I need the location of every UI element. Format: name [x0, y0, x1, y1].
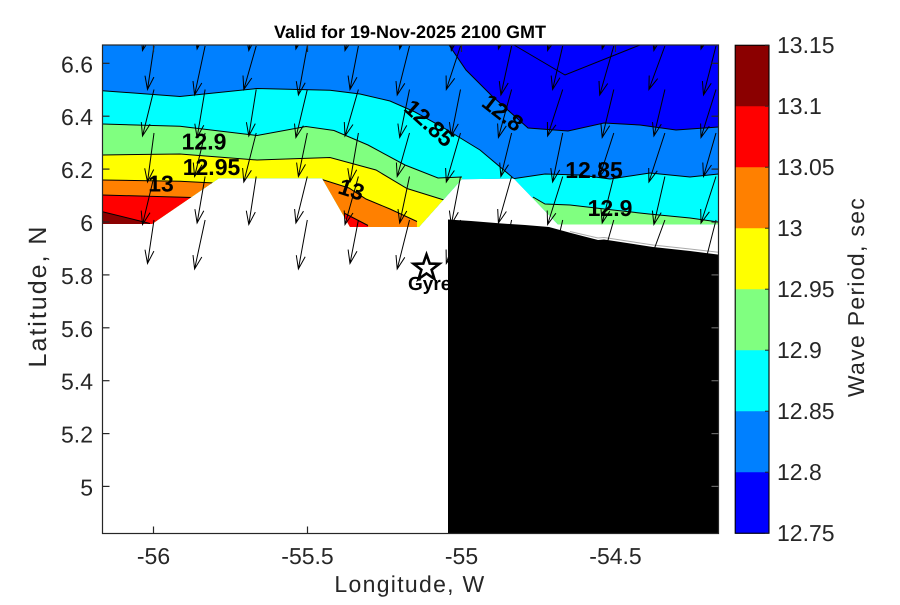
svg-text:6.2: 6.2 [61, 157, 93, 183]
svg-text:-56: -56 [137, 543, 170, 569]
svg-text:5.4: 5.4 [61, 369, 93, 395]
svg-text:13: 13 [777, 215, 803, 241]
svg-text:13: 13 [148, 171, 174, 197]
svg-text:5.2: 5.2 [61, 422, 93, 448]
svg-text:13.1: 13.1 [777, 93, 822, 119]
svg-text:6: 6 [80, 210, 93, 236]
svg-text:Gyre: Gyre [408, 274, 451, 295]
svg-text:5.6: 5.6 [61, 316, 93, 342]
svg-text:Valid for 19-Nov-2025 2100 GMT: Valid for 19-Nov-2025 2100 GMT [274, 22, 546, 42]
svg-text:Wave Period, sec: Wave Period, sec [843, 197, 869, 397]
svg-text:13.05: 13.05 [777, 154, 835, 180]
svg-text:12.8: 12.8 [777, 459, 822, 485]
svg-text:12.95: 12.95 [183, 154, 241, 180]
svg-text:6.6: 6.6 [61, 51, 93, 77]
svg-text:-55.5: -55.5 [281, 543, 333, 569]
svg-text:12.9: 12.9 [777, 337, 822, 363]
svg-text:-55: -55 [445, 543, 478, 569]
svg-text:6.4: 6.4 [61, 104, 93, 130]
svg-text:12.9: 12.9 [588, 195, 633, 221]
svg-text:12.75: 12.75 [777, 520, 835, 546]
svg-text:12.9: 12.9 [182, 129, 227, 155]
svg-text:Latitude, N: Latitude, N [24, 225, 52, 368]
svg-text:Longitude, W: Longitude, W [334, 571, 485, 597]
svg-text:12.95: 12.95 [777, 276, 835, 302]
svg-text:-54.5: -54.5 [589, 543, 641, 569]
svg-text:5.8: 5.8 [61, 263, 93, 289]
svg-text:12.85: 12.85 [777, 398, 835, 424]
svg-text:5: 5 [80, 474, 93, 500]
svg-text:12.85: 12.85 [565, 157, 623, 183]
svg-text:13.15: 13.15 [777, 32, 835, 58]
